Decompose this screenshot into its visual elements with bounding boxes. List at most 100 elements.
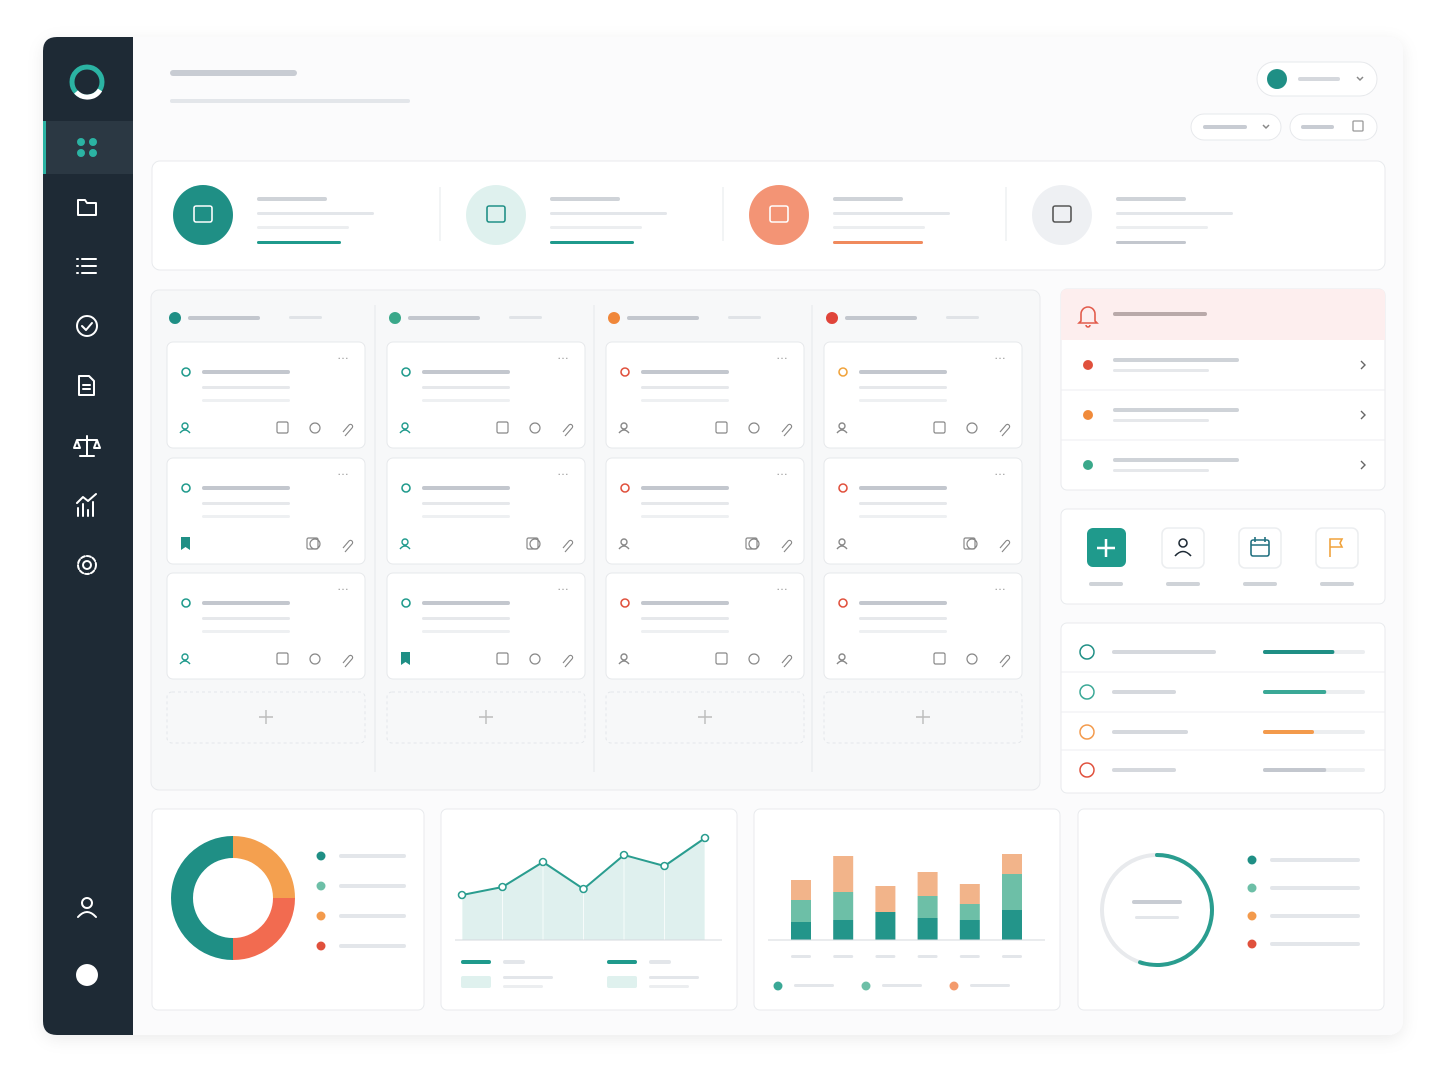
task-status [620, 483, 630, 493]
nav-list-icon[interactable] [76, 258, 97, 274]
placeholder [202, 486, 290, 490]
quick-actions-card [1060, 508, 1386, 605]
placeholder [859, 601, 947, 605]
column-count-placeholder [289, 316, 322, 319]
nav-settings-icon[interactable] [82, 560, 92, 570]
add-task[interactable] [166, 691, 366, 744]
row-chevron[interactable] [1360, 460, 1366, 470]
placeholder [422, 370, 510, 374]
task-status [620, 598, 630, 608]
schedule-button[interactable] [1238, 527, 1282, 569]
legend-swatch [607, 960, 637, 964]
row-chevron[interactable] [1360, 410, 1366, 420]
legend-dot [316, 881, 326, 891]
attach-icon [342, 654, 354, 668]
user-name-placeholder [1298, 77, 1340, 81]
placeholder [641, 502, 729, 505]
task-card[interactable]: … [605, 341, 805, 449]
column-title-placeholder [845, 316, 917, 320]
legend-dot [1247, 911, 1257, 921]
column-title-placeholder [188, 316, 260, 320]
nav-tasks-icon[interactable] [76, 315, 98, 337]
more-menu: … [337, 579, 349, 593]
placeholder [649, 976, 699, 979]
add-task-plus [916, 710, 930, 724]
task-card[interactable]: … [166, 457, 366, 565]
date-icon [715, 652, 728, 665]
comment-icon [309, 422, 321, 434]
placeholder [1113, 419, 1209, 422]
placeholder [859, 617, 947, 620]
bar-segment [833, 920, 854, 940]
placeholder [833, 226, 925, 229]
assign-button[interactable] [1161, 527, 1205, 569]
legend-placeholder [339, 914, 406, 918]
task-status [401, 483, 411, 493]
row-icon [1079, 724, 1095, 740]
nav-avatar[interactable] [76, 964, 98, 986]
action-label-placeholder [1243, 582, 1277, 586]
placeholder [422, 617, 510, 620]
stat-glyph [486, 205, 506, 223]
nav-active-marker [43, 121, 46, 174]
task-card[interactable]: … [386, 457, 586, 565]
task-card-bg [386, 457, 586, 565]
placeholder [1116, 197, 1186, 201]
flag-button[interactable] [1315, 527, 1359, 569]
bar-segment [1002, 910, 1022, 940]
task-card[interactable]: … [605, 572, 805, 680]
comment-icon [966, 422, 978, 434]
placeholder [859, 386, 947, 389]
bar-segment [833, 856, 854, 892]
add-task[interactable] [823, 691, 1023, 744]
task-card[interactable]: … [823, 572, 1023, 680]
line-point [538, 857, 548, 867]
comment-icon [529, 538, 541, 550]
comment-icon [309, 538, 321, 550]
placeholder [641, 399, 729, 402]
add-task[interactable] [605, 691, 805, 744]
nav-balance-icon[interactable] [73, 435, 101, 457]
sidebar [43, 37, 133, 1035]
nav-analytics-icon[interactable] [76, 493, 97, 517]
task-card[interactable]: … [386, 341, 586, 449]
task-card[interactable]: … [823, 341, 1023, 449]
placeholder [641, 617, 729, 620]
gauge-caption-placeholder [1135, 916, 1179, 919]
task-card[interactable]: … [605, 457, 805, 565]
placeholder [202, 399, 290, 402]
column-dot [169, 312, 181, 324]
task-card[interactable]: … [386, 572, 586, 680]
nav-profile-icon[interactable] [81, 897, 93, 909]
assignee-icon [179, 429, 191, 434]
x-label-placeholder [1002, 955, 1022, 958]
placeholder [503, 976, 553, 979]
donut-slice [232, 836, 295, 899]
bar-segment [1002, 854, 1022, 874]
placeholder [257, 197, 327, 201]
task-card[interactable]: … [166, 341, 366, 449]
task-card[interactable]: … [166, 572, 366, 680]
task-card[interactable]: … [823, 457, 1023, 565]
legend-placeholder [339, 944, 406, 948]
stat-accent [550, 241, 634, 244]
task-status [620, 367, 630, 377]
bar-segment [959, 920, 980, 940]
comment-icon [529, 422, 541, 434]
line-point [700, 833, 710, 843]
attach-icon [999, 423, 1011, 437]
row-chevron[interactable] [1360, 360, 1366, 370]
nav-docs-icon[interactable] [78, 375, 95, 396]
chevron [1262, 124, 1270, 130]
nav-active[interactable] [43, 121, 133, 174]
notifications-header [1061, 289, 1385, 340]
task-card-bg [823, 572, 1023, 680]
chevron [1356, 76, 1364, 82]
nav-folder-icon[interactable] [77, 199, 97, 216]
assignee-icon [836, 660, 848, 665]
add-task[interactable] [386, 691, 586, 744]
nav-dashboard-icon[interactable] [77, 138, 97, 157]
placeholder [550, 197, 620, 201]
column-dot [826, 312, 838, 324]
attach-icon [562, 423, 574, 437]
